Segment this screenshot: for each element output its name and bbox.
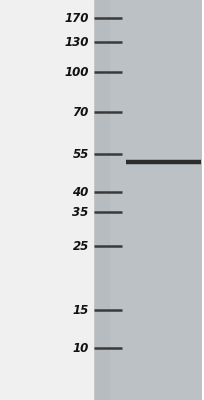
Text: 25: 25 (72, 240, 89, 252)
Text: 15: 15 (72, 304, 89, 316)
Text: 35: 35 (72, 206, 89, 218)
Text: 100: 100 (64, 66, 89, 78)
Text: 40: 40 (72, 186, 89, 198)
Text: 130: 130 (64, 36, 89, 48)
Text: 170: 170 (64, 12, 89, 24)
Bar (94, 0, 110, 400)
Bar (94, 0, 204, 400)
Text: 55: 55 (72, 148, 89, 160)
Bar (202, 0, 204, 400)
Text: 10: 10 (72, 342, 89, 354)
Bar (0, 0, 2, 400)
Text: 70: 70 (72, 106, 89, 118)
